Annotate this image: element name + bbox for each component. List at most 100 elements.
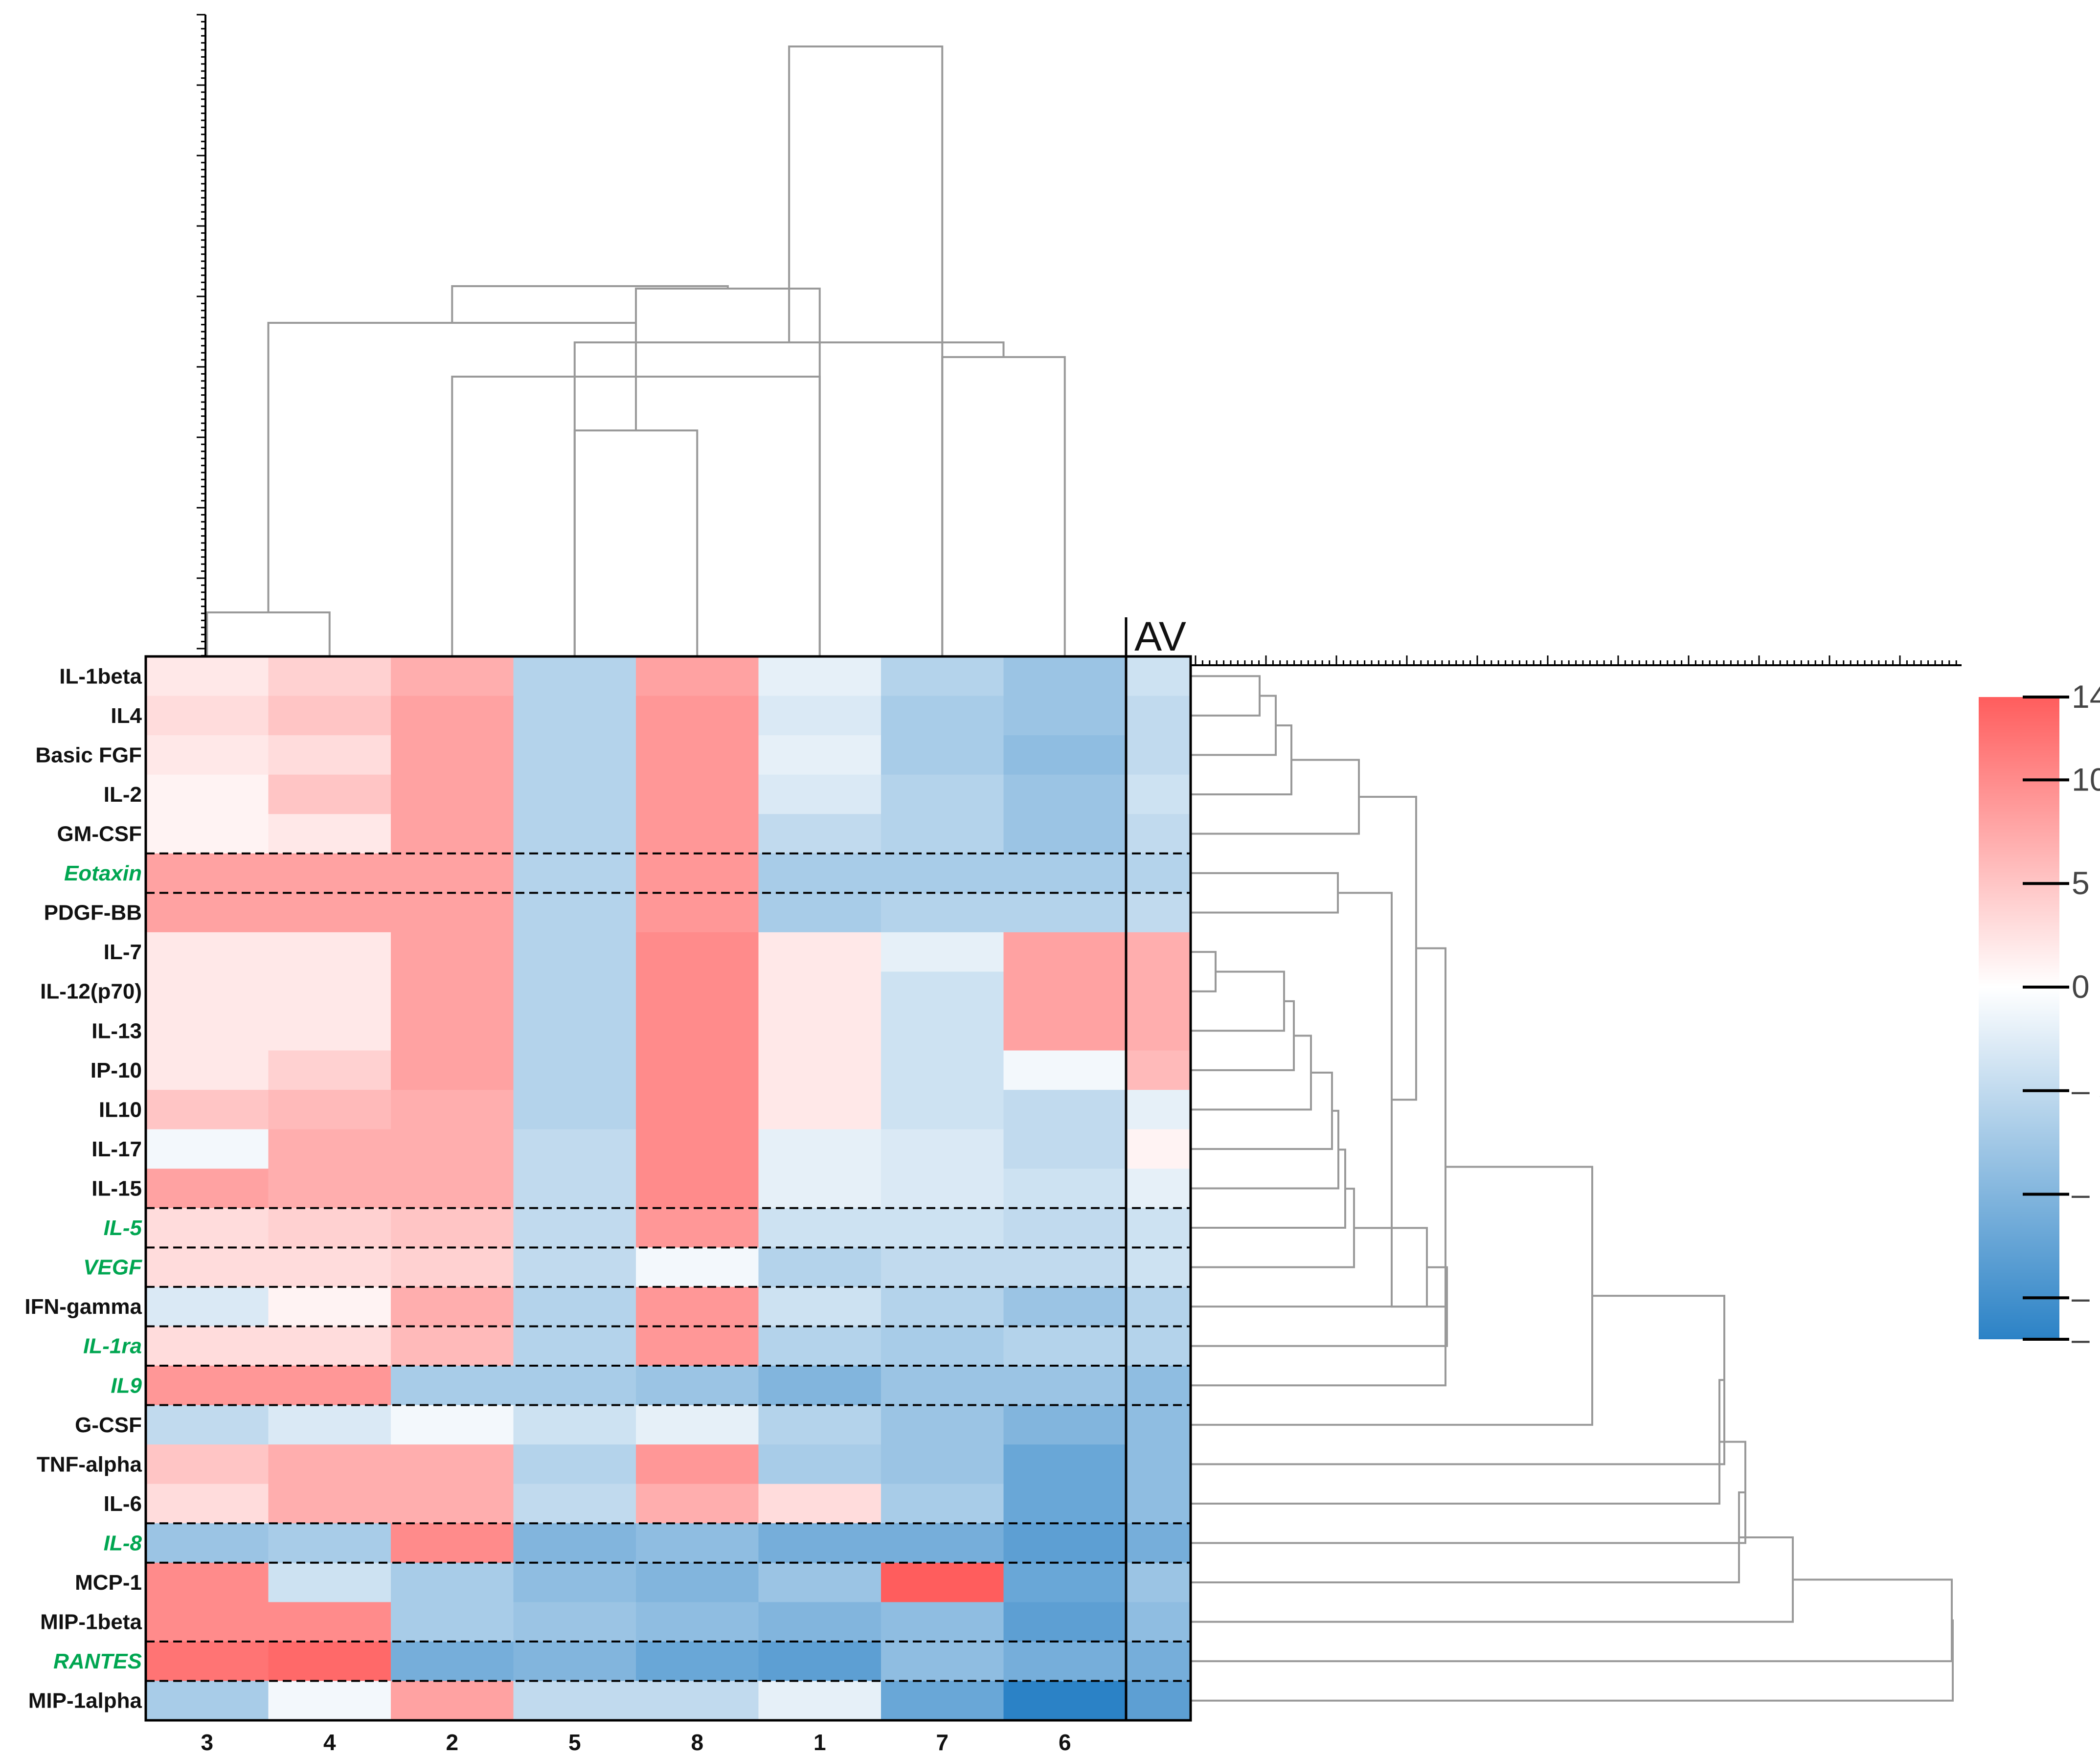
dendrogram-link <box>1191 1379 1724 1505</box>
dendrogram-link <box>573 341 1005 656</box>
heatmap-cell <box>1126 814 1191 854</box>
heatmap-cell <box>513 1523 636 1563</box>
heatmap-cell <box>758 1562 881 1602</box>
heatmap-cell <box>513 1169 636 1209</box>
heatmap-cell <box>391 1405 514 1445</box>
dendrogram-link <box>1191 759 1360 835</box>
heatmap-cell <box>391 893 514 933</box>
heatmap-cell <box>1126 932 1191 972</box>
dendrogram-link <box>1191 1536 1794 1623</box>
row-label: MIP-1beta <box>40 1610 142 1634</box>
column-label: 1 <box>813 1730 826 1755</box>
heatmap-cell <box>1126 1050 1191 1090</box>
heatmap-cell <box>636 774 759 814</box>
dendrogram-link <box>206 611 331 656</box>
heatmap-cell <box>513 971 636 1012</box>
column-label: 8 <box>691 1730 703 1755</box>
heatmap-cell <box>146 1286 269 1327</box>
heatmap-cell <box>1003 774 1127 814</box>
heatmap-cell <box>758 656 881 697</box>
row-label: MCP-1 <box>75 1571 142 1595</box>
heatmap-cell <box>758 1286 881 1327</box>
heatmap-cell <box>1003 814 1127 854</box>
heatmap-cell <box>758 1208 881 1248</box>
heatmap-cell <box>636 1366 759 1406</box>
dendrogram-link <box>1191 872 1339 914</box>
heatmap-cell <box>1126 1484 1191 1524</box>
heatmap-cell <box>1126 1169 1191 1209</box>
heatmap-cell <box>1126 1405 1191 1445</box>
heatmap-cell <box>513 1247 636 1287</box>
dendrogram-link <box>1191 947 1446 1387</box>
heatmap-cell <box>268 656 391 697</box>
heatmap-cell <box>268 932 391 972</box>
heatmap-cell <box>513 1444 636 1485</box>
heatmap-cell <box>1003 1641 1127 1682</box>
heatmap-cell <box>391 1129 514 1169</box>
heatmap-cell <box>758 774 881 814</box>
row-label: IL-2 <box>104 783 142 807</box>
row-dendrogram <box>1191 655 1962 1702</box>
heatmap-cell <box>636 971 759 1012</box>
heatmap-cell <box>146 893 269 933</box>
dendrogram-link <box>1191 1000 1295 1071</box>
heatmap-cell <box>758 1326 881 1366</box>
row-label: Basic FGF <box>35 743 142 767</box>
heatmap-cell <box>1003 971 1127 1012</box>
heatmap-cell <box>881 1366 1004 1406</box>
row-label: GM-CSF <box>57 822 142 846</box>
heatmap-cell <box>1003 696 1127 736</box>
heatmap-cell <box>636 1641 759 1682</box>
heatmap-cell <box>758 735 881 775</box>
heatmap-cell <box>513 1090 636 1130</box>
colorbar-tick-label: 14 <box>2072 678 2100 715</box>
heatmap-cell <box>1003 932 1127 972</box>
heatmap-cell <box>391 774 514 814</box>
heatmap-cell <box>268 814 391 854</box>
heatmap-cell <box>1126 1681 1191 1721</box>
heatmap-cell <box>146 1169 269 1209</box>
heatmap-cell <box>636 1326 759 1366</box>
heatmap-cell <box>881 656 1004 697</box>
heatmap-cell <box>391 735 514 775</box>
heatmap-cell <box>513 696 636 736</box>
heatmap-cell <box>881 1050 1004 1090</box>
heatmap-cell <box>146 1129 269 1169</box>
heatmap-cell <box>1126 1602 1191 1642</box>
heatmap-cell <box>268 1444 391 1485</box>
heatmap-cell <box>881 853 1004 893</box>
heatmap-cell <box>1126 1247 1191 1287</box>
heatmap-cell <box>1003 853 1127 893</box>
row-label: IL-1ra <box>83 1334 142 1358</box>
heatmap-cell <box>513 1681 636 1721</box>
row-label: MIP-1alpha <box>28 1689 142 1713</box>
heatmap-cell <box>513 1405 636 1445</box>
heatmap-cell <box>268 1562 391 1602</box>
heatmap-cell <box>146 1011 269 1051</box>
heatmap-cell <box>881 1681 1004 1721</box>
dendrogram-link <box>1191 1441 1746 1544</box>
heatmap-cell <box>268 1641 391 1682</box>
heatmap-cell <box>513 1011 636 1051</box>
dendrogram-link <box>1191 1295 1725 1465</box>
heatmap-cell <box>1126 1090 1191 1130</box>
row-label: G-CSF <box>75 1413 142 1437</box>
heatmap-cell <box>146 1208 269 1248</box>
heatmap-cell <box>636 932 759 972</box>
heatmap-cell <box>1003 1247 1127 1287</box>
heatmap-cell <box>636 1602 759 1642</box>
heatmap-cell <box>1126 853 1191 893</box>
heatmap-cell <box>391 1247 514 1287</box>
heatmap-cell <box>881 735 1004 775</box>
heatmap-cell <box>758 1090 881 1130</box>
heatmap-cell <box>146 696 269 736</box>
heatmap-cell <box>881 1247 1004 1287</box>
heatmap-cell <box>268 1523 391 1563</box>
column-label: 6 <box>1059 1730 1071 1755</box>
heatmap-cell <box>268 1405 391 1445</box>
heatmap-cell <box>513 735 636 775</box>
heatmap-cell <box>268 1681 391 1721</box>
row-label: IL10 <box>99 1098 142 1122</box>
column-dendrogram <box>197 14 1066 656</box>
heatmap-cell <box>636 1286 759 1327</box>
